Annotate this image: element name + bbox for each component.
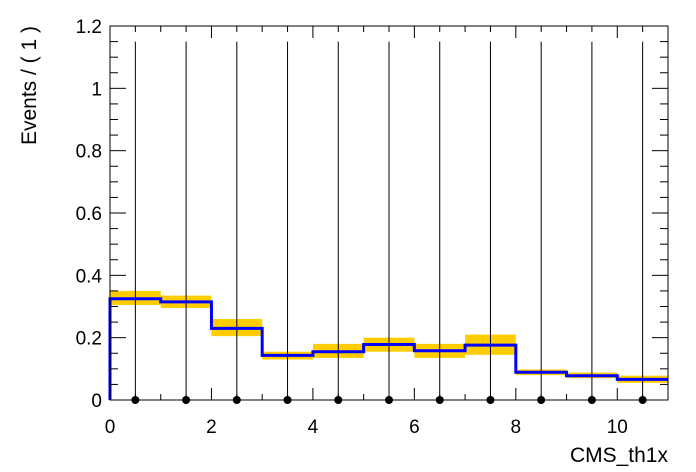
y-tick-label: 1 [91,79,102,100]
y-tick-label: 0.4 [76,266,103,287]
x-tick-label: 8 [511,417,522,438]
x-tick-label: 4 [308,417,319,438]
model-line [108,297,668,400]
axis-ticks [109,25,669,401]
x-tick-label: 10 [607,417,628,438]
x-tick-label: 6 [409,417,420,438]
step-line [108,297,668,400]
error-bars [134,41,644,400]
x-tick-label: 2 [206,417,217,438]
y-tick-label: 0.2 [76,329,102,350]
y-tick-label: 0 [91,391,102,412]
x-axis-label: CMS_th1x [570,444,669,467]
y-tick-label: 0.8 [76,142,102,163]
y-tick-label: 1.2 [76,17,102,38]
tick-labels: 0 2 4 6 8 10 0 0.2 0.4 0.6 0.8 1 1.2 [76,17,628,438]
x-tick-label: 0 [105,417,116,438]
y-tick-label: 0.6 [76,204,102,225]
y-axis-label: Events / ( 1 ) [18,26,41,145]
